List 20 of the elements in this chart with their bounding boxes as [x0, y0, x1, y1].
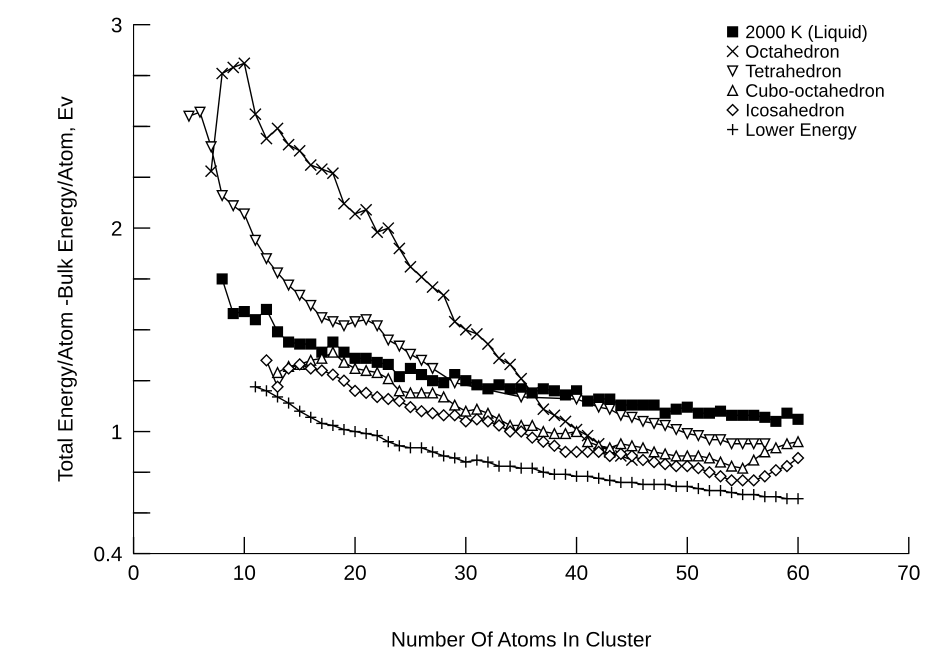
legend-label: Icosahedron — [746, 103, 844, 116]
y-tick-label: 2 — [112, 221, 122, 236]
x-tick-label: 50 — [676, 565, 698, 580]
y-tick-label: 3 — [112, 18, 122, 32]
x-tick-label: 10 — [234, 565, 256, 580]
x-tick-label: 0 — [128, 565, 139, 580]
legend-label: 2000 K (Liquid) — [746, 25, 867, 42]
legend-label: Lower Energy — [746, 123, 857, 140]
x-tick-label: 60 — [788, 565, 809, 580]
legend-label: Tetrahedron — [746, 64, 840, 78]
y-tick-label: 0.4 — [94, 546, 122, 562]
x-tick-label: 30 — [455, 565, 477, 580]
y-tick-label: 1 — [112, 424, 122, 440]
y-axis-title: Total Energy/Atom -Bulk Energy/Atom, Ev — [57, 96, 77, 482]
x-tick-label: 20 — [344, 565, 366, 580]
legend-label: Octahedron — [746, 44, 838, 58]
x-axis-title: Number Of Atoms In Cluster — [392, 631, 652, 647]
x-tick-label: 40 — [565, 565, 588, 580]
legend-label: Cubo-octahedron — [746, 84, 884, 97]
x-tick-label: 70 — [898, 565, 920, 580]
